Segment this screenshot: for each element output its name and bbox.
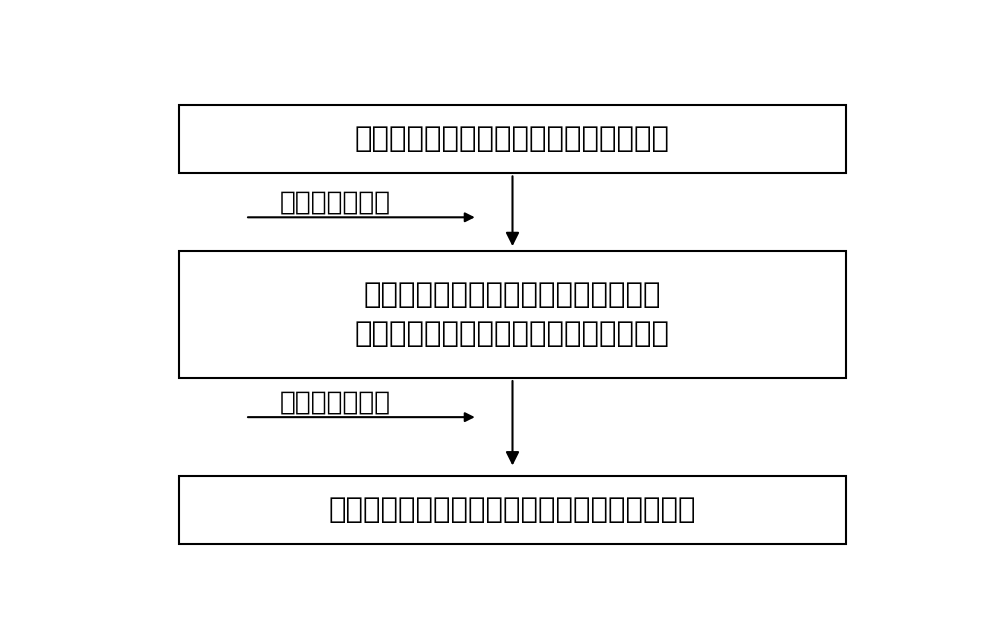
Text: 制作磁芯生产用料粉并控制其直径分布窄: 制作磁芯生产用料粉并控制其直径分布窄 [355,125,670,153]
Bar [179,475,846,544]
Bar [179,251,846,378]
Text: 对下模下部通电: 对下模下部通电 [280,190,391,216]
Text: 填料，通过控制弹弓式撞击球不断上下
撞击，对料粉上表面起到震动拉平的效果: 填料，通过控制弹弓式撞击球不断上下 撞击，对料粉上表面起到震动拉平的效果 [355,281,670,348]
Text: 对上模和下模分次压制，脱模得到扁平超薄磁芯: 对上模和下模分次压制，脱模得到扁平超薄磁芯 [329,496,696,523]
Text: 对下模中部通电: 对下模中部通电 [280,389,391,415]
Bar [179,105,846,173]
